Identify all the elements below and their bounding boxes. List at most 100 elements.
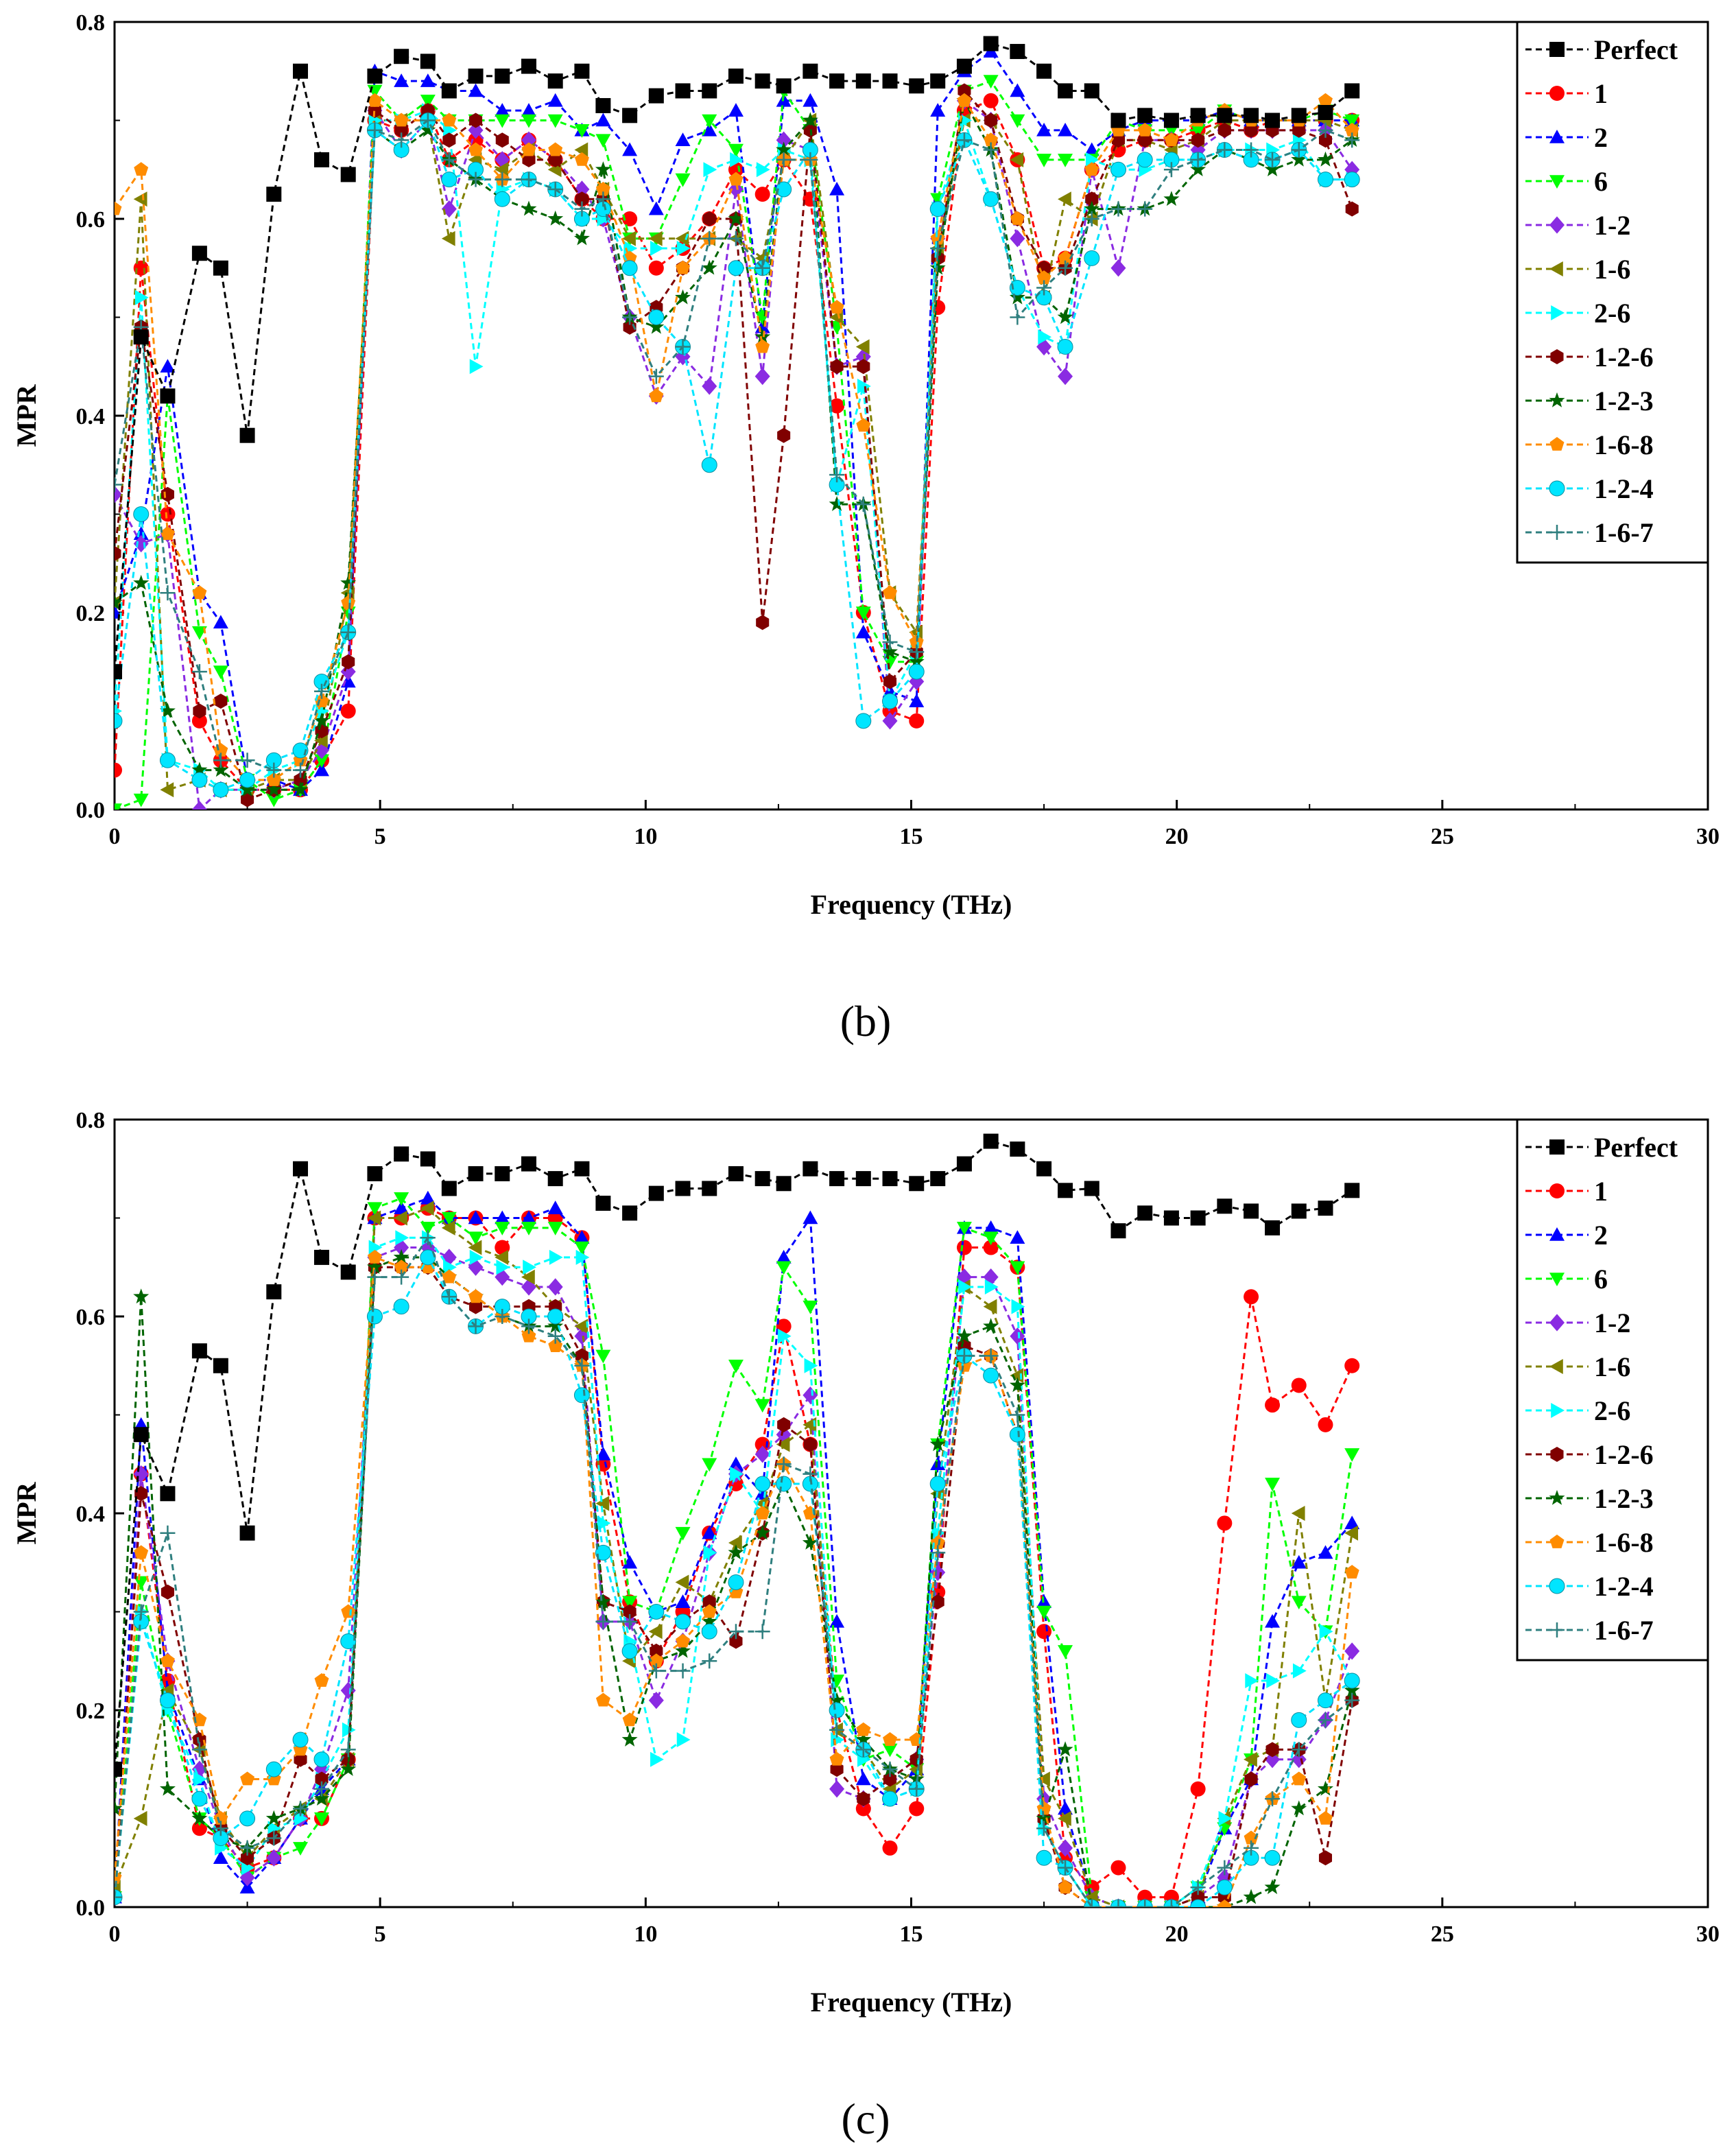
data-point	[1191, 132, 1205, 148]
data-point	[1137, 201, 1153, 217]
data-point	[984, 1279, 999, 1294]
legend: Perfect 1 2 6 1-2 1-6 2-6 1-2-6 1-2-3 1-6-8 1-2-4 1…	[1516, 1118, 1709, 1662]
data-point	[213, 753, 228, 768]
data-point	[521, 1156, 536, 1172]
series-Perfect	[115, 36, 1360, 680]
data-point	[1244, 1751, 1257, 1767]
data-point	[728, 103, 744, 117]
legend-label: 1-2-6	[1594, 1439, 1654, 1470]
data-point	[160, 1486, 176, 1502]
data-point	[776, 1426, 792, 1443]
data-point	[340, 624, 356, 640]
x-tick-label: 5	[374, 1922, 386, 1947]
data-point	[521, 142, 536, 156]
panel-label-b: (b)	[840, 997, 892, 1045]
data-point	[160, 526, 175, 541]
data-point	[213, 1850, 228, 1865]
data-point	[595, 1594, 611, 1609]
data-point	[1317, 1692, 1333, 1709]
data-point	[1036, 1771, 1050, 1787]
legend-label: 6	[1594, 1264, 1608, 1294]
data-point	[313, 1751, 330, 1768]
data-point	[776, 1176, 792, 1192]
data-point	[547, 93, 563, 107]
legend-label: 1-6	[1594, 254, 1630, 285]
data-point	[266, 1849, 282, 1867]
data-point	[1058, 1839, 1073, 1857]
x-tick-label: 15	[900, 824, 923, 849]
legend-label: 1-6-8	[1594, 429, 1654, 460]
data-point	[621, 260, 638, 276]
data-point	[675, 1642, 691, 1658]
data-point	[547, 1222, 563, 1235]
data-point	[1291, 108, 1307, 123]
data-point	[855, 1171, 871, 1187]
x-tick-label: 30	[1696, 824, 1720, 849]
data-point	[313, 1249, 329, 1265]
data-point	[547, 114, 563, 128]
data-point	[394, 132, 409, 148]
data-point	[829, 1613, 845, 1628]
data-point	[1344, 1515, 1360, 1530]
data-point	[676, 1633, 690, 1648]
data-point	[1344, 1642, 1360, 1660]
data-point	[702, 114, 717, 128]
data-point	[548, 1338, 563, 1352]
data-point	[574, 124, 590, 138]
data-point	[1318, 1850, 1333, 1866]
data-point	[929, 1476, 946, 1492]
x-tick-label: 15	[900, 1922, 923, 1947]
data-point	[313, 733, 328, 748]
data-point	[595, 1446, 611, 1461]
data-point	[1010, 1327, 1025, 1345]
data-point	[192, 585, 207, 600]
data-point	[342, 654, 355, 670]
data-point	[1291, 1377, 1307, 1393]
data-point	[1217, 1900, 1232, 1907]
data-point	[521, 1269, 535, 1285]
data-point	[929, 1436, 946, 1452]
data-point	[239, 1810, 256, 1827]
data-point	[649, 388, 664, 403]
y-tick-label: 0.6	[76, 207, 106, 233]
data-point	[983, 93, 999, 108]
data-point	[159, 702, 176, 718]
data-point	[829, 467, 845, 483]
data-point	[1010, 1368, 1024, 1384]
data-point	[756, 615, 770, 630]
data-point	[191, 801, 207, 809]
data-point	[855, 339, 870, 355]
legend-item: 6	[1525, 166, 1608, 197]
data-point	[1344, 83, 1360, 99]
data-point	[776, 1456, 792, 1472]
data-point	[1137, 1900, 1153, 1907]
data-point	[883, 1771, 897, 1787]
data-point	[956, 1268, 972, 1286]
x-tick-label: 25	[1431, 824, 1454, 849]
data-point	[701, 259, 717, 275]
data-point	[495, 1249, 509, 1265]
data-point	[1264, 1849, 1281, 1866]
data-point	[1036, 270, 1051, 284]
data-point	[882, 1840, 898, 1856]
data-point	[469, 1249, 484, 1265]
legend-item: 1-2-3	[1525, 386, 1654, 416]
data-point	[728, 1166, 744, 1181]
data-point	[115, 664, 122, 680]
legend-marker	[1550, 349, 1564, 364]
legend-marker	[1549, 86, 1565, 101]
data-point	[442, 113, 457, 127]
data-point	[829, 1722, 845, 1738]
data-point	[595, 1544, 611, 1561]
data-point	[1265, 113, 1281, 128]
data-point	[575, 1348, 588, 1364]
data-point	[1291, 1596, 1307, 1610]
data-point	[1190, 1210, 1206, 1226]
data-point	[1265, 1613, 1281, 1628]
data-point	[340, 574, 357, 590]
data-point	[340, 1264, 356, 1280]
data-point	[1318, 105, 1333, 121]
data-point	[1318, 1201, 1333, 1216]
data-point	[1011, 1299, 1025, 1314]
data-point	[983, 1133, 999, 1149]
